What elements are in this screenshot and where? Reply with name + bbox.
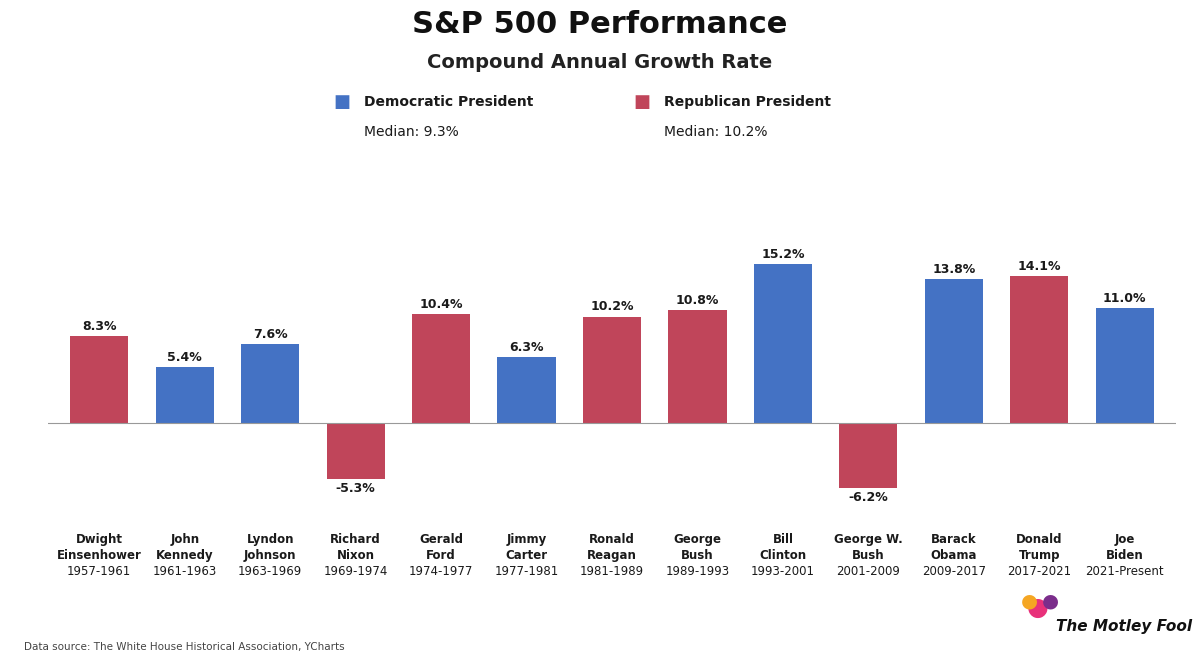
Text: 2017-2021: 2017-2021: [1007, 565, 1072, 578]
Text: Carter: Carter: [505, 549, 547, 562]
Text: Johnson: Johnson: [244, 549, 296, 562]
Text: 1969-1974: 1969-1974: [324, 565, 388, 578]
Bar: [668, 310, 726, 423]
Text: ●: ●: [1042, 591, 1058, 610]
Text: Jimmy: Jimmy: [506, 533, 547, 546]
Text: 10.8%: 10.8%: [676, 294, 719, 307]
Text: George: George: [673, 533, 721, 546]
Text: 11.0%: 11.0%: [1103, 292, 1146, 305]
Text: 14.1%: 14.1%: [1018, 259, 1061, 273]
Text: Obama: Obama: [930, 549, 977, 562]
Text: Bush: Bush: [682, 549, 714, 562]
Text: Barack: Barack: [931, 533, 977, 546]
Text: 1993-2001: 1993-2001: [751, 565, 815, 578]
Text: Richard: Richard: [330, 533, 382, 546]
Text: -5.3%: -5.3%: [336, 482, 376, 495]
Text: Nixon: Nixon: [337, 549, 374, 562]
Text: -6.2%: -6.2%: [848, 491, 888, 504]
Bar: [498, 357, 556, 423]
Text: George W.: George W.: [834, 533, 902, 546]
Text: 1977-1981: 1977-1981: [494, 565, 559, 578]
Text: Trump: Trump: [1019, 549, 1060, 562]
Text: 1957-1961: 1957-1961: [67, 565, 131, 578]
Text: 2021-Present: 2021-Present: [1086, 565, 1164, 578]
Text: 15.2%: 15.2%: [761, 248, 805, 261]
Text: 10.4%: 10.4%: [419, 298, 463, 312]
Text: ●: ●: [1021, 591, 1038, 610]
Bar: [241, 344, 299, 423]
Text: 6.3%: 6.3%: [509, 341, 544, 354]
Text: Median: 10.2%: Median: 10.2%: [664, 125, 767, 139]
Text: Ford: Ford: [426, 549, 456, 562]
Text: Joe: Joe: [1115, 533, 1135, 546]
Text: Reagan: Reagan: [587, 549, 637, 562]
Text: 1981-1989: 1981-1989: [580, 565, 644, 578]
Bar: [1096, 308, 1153, 423]
Text: 8.3%: 8.3%: [82, 320, 116, 333]
Text: Donald: Donald: [1016, 533, 1062, 546]
Bar: [71, 337, 128, 423]
Text: S&P 500 Performance: S&P 500 Performance: [413, 10, 787, 39]
Text: Dwight: Dwight: [76, 533, 122, 546]
Text: Clinton: Clinton: [760, 549, 806, 562]
Text: 1974-1977: 1974-1977: [409, 565, 473, 578]
Text: Gerald: Gerald: [419, 533, 463, 546]
Bar: [412, 314, 470, 423]
Text: ■: ■: [334, 93, 350, 112]
Text: Biden: Biden: [1106, 549, 1144, 562]
Text: 5.4%: 5.4%: [167, 350, 202, 364]
Text: Bill: Bill: [773, 533, 793, 546]
Bar: [839, 423, 898, 488]
Text: John: John: [170, 533, 199, 546]
Text: ■: ■: [634, 93, 650, 112]
Text: 2009-2017: 2009-2017: [922, 565, 986, 578]
Text: ●: ●: [1027, 597, 1049, 620]
Text: 7.6%: 7.6%: [253, 327, 288, 341]
Bar: [1010, 276, 1068, 423]
Bar: [925, 279, 983, 423]
Text: 10.2%: 10.2%: [590, 300, 634, 314]
Text: 1961-1963: 1961-1963: [152, 565, 217, 578]
Text: 1963-1969: 1963-1969: [238, 565, 302, 578]
Text: Republican President: Republican President: [664, 95, 830, 110]
Text: Kennedy: Kennedy: [156, 549, 214, 562]
Text: Median: 9.3%: Median: 9.3%: [364, 125, 458, 139]
Bar: [156, 367, 214, 423]
Text: Ronald: Ronald: [589, 533, 635, 546]
Text: Compound Annual Growth Rate: Compound Annual Growth Rate: [427, 53, 773, 72]
Text: The Motley Fool: The Motley Fool: [1056, 618, 1192, 634]
Text: Bush: Bush: [852, 549, 884, 562]
Bar: [754, 264, 812, 423]
Bar: [326, 423, 385, 478]
Text: Einsenhower: Einsenhower: [56, 549, 142, 562]
Text: 13.8%: 13.8%: [932, 263, 976, 276]
Text: 2001-2009: 2001-2009: [836, 565, 900, 578]
Bar: [583, 317, 641, 423]
Text: Democratic President: Democratic President: [364, 95, 533, 110]
Text: 1989-1993: 1989-1993: [665, 565, 730, 578]
Text: Data source: The White House Historical Association, YCharts: Data source: The White House Historical …: [24, 642, 344, 652]
Text: Lyndon: Lyndon: [246, 533, 294, 546]
